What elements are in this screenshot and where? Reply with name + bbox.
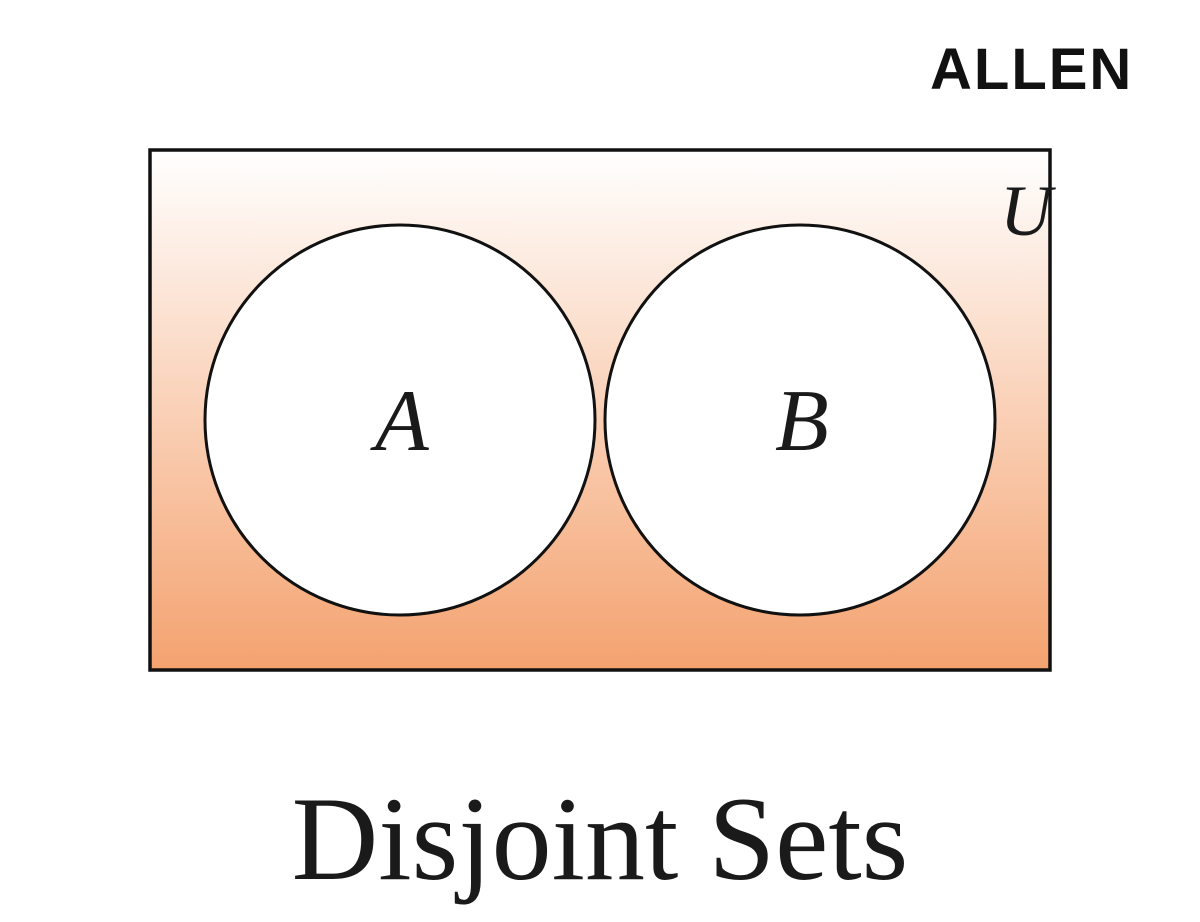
set-a-label: A — [370, 373, 430, 470]
brand-logo: ALLEN — [930, 36, 1133, 103]
caption-title: Disjoint Sets — [0, 770, 1200, 908]
set-b-label: B — [775, 373, 829, 470]
universe-label: U — [1000, 171, 1056, 251]
stage: U A B ALLEN Disjoint Sets — [0, 0, 1200, 922]
